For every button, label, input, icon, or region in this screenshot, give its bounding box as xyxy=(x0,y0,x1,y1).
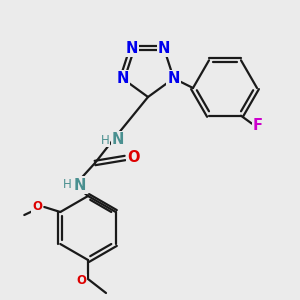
Text: N: N xyxy=(74,178,86,193)
Text: O: O xyxy=(127,151,139,166)
Text: O: O xyxy=(76,274,86,287)
Text: H: H xyxy=(63,178,71,191)
Text: N: N xyxy=(116,71,128,86)
Text: N: N xyxy=(158,41,170,56)
Text: O: O xyxy=(32,200,42,214)
Text: N: N xyxy=(126,41,138,56)
Text: N: N xyxy=(112,133,124,148)
Text: N: N xyxy=(167,71,180,86)
Text: H: H xyxy=(100,134,109,146)
Text: F: F xyxy=(253,118,263,133)
